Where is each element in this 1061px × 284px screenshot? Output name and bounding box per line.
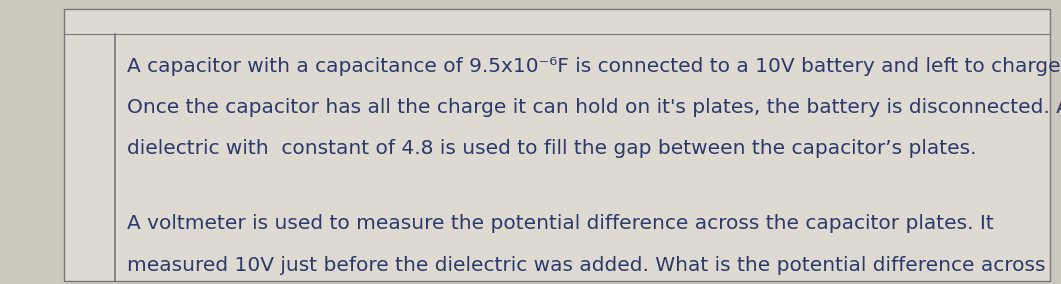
Text: measured 10V just before the dielectric was added. What is the potential differe: measured 10V just before the dielectric … [127, 256, 1046, 275]
Text: Once the capacitor has all the charge it can hold on it's plates, the battery is: Once the capacitor has all the charge it… [127, 98, 1061, 117]
Text: dielectric with  constant of 4.8 is used to fill the gap between the capacitor’s: dielectric with constant of 4.8 is used … [127, 139, 977, 158]
Text: A capacitor with a capacitance of 9.5x10⁻⁶F is connected to a 10V battery and le: A capacitor with a capacitance of 9.5x10… [127, 57, 1061, 76]
Text: A voltmeter is used to measure the potential difference across the capacitor pla: A voltmeter is used to measure the poten… [127, 214, 994, 233]
